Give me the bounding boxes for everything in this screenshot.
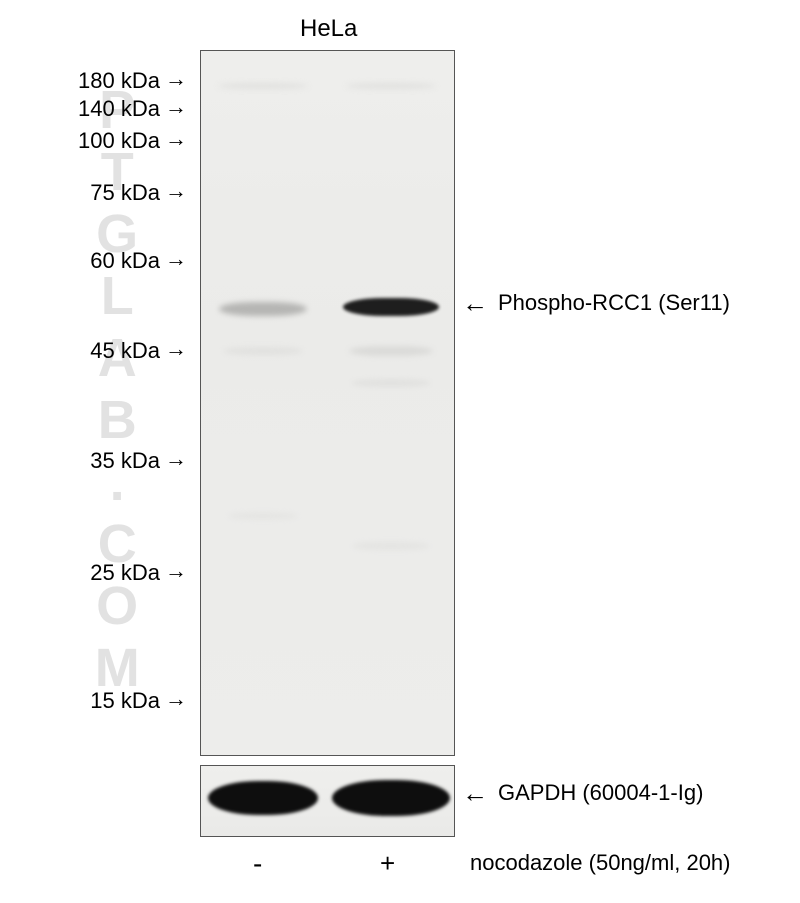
band xyxy=(352,542,430,550)
band xyxy=(349,346,433,356)
ladder-arrow-icon: → xyxy=(165,246,187,272)
band xyxy=(346,83,436,89)
ladder-label: 25 kDa xyxy=(90,560,160,586)
ladder-label: 60 kDa xyxy=(90,248,160,274)
annotation-label: Phospho-RCC1 (Ser11) xyxy=(498,290,730,316)
ladder-arrow-icon: → xyxy=(165,336,187,362)
gapdh-band xyxy=(208,781,318,815)
ladder-label: 45 kDa xyxy=(90,338,160,364)
ladder-label: 140 kDa xyxy=(78,96,160,122)
ladder-arrow-icon: → xyxy=(165,66,187,92)
header-cell-line: HeLa xyxy=(300,15,357,43)
ladder-arrow-icon: → xyxy=(165,178,187,204)
ladder-label: 180 kDa xyxy=(78,68,160,94)
ladder-arrow-icon: → xyxy=(165,686,187,712)
band xyxy=(352,512,430,520)
main-blot-bg xyxy=(201,51,454,755)
treatment-label: nocodazole (50ng/ml, 20h) xyxy=(470,850,731,876)
gapdh-blot xyxy=(200,765,455,837)
ladder-arrow-icon: → xyxy=(165,126,187,152)
band xyxy=(219,302,307,316)
figure-container: PTGLAB.COM HeLa 180 kDa→140 kDa→100 kDa→… xyxy=(0,0,800,903)
band xyxy=(228,513,298,519)
annotation-arrow-icon: ← xyxy=(462,288,488,319)
lane-minus: - xyxy=(253,848,262,880)
ladder-label: 75 kDa xyxy=(90,180,160,206)
main-blot xyxy=(200,50,455,756)
band xyxy=(223,347,303,355)
lane-plus: + xyxy=(380,848,395,879)
ladder-arrow-icon: → xyxy=(165,558,187,584)
ladder-label: 35 kDa xyxy=(90,448,160,474)
gapdh-band xyxy=(332,780,450,816)
band xyxy=(218,83,308,89)
watermark: PTGLAB.COM xyxy=(95,80,138,700)
annotation-label: GAPDH (60004-1-Ig) xyxy=(498,780,703,806)
band xyxy=(351,379,431,387)
ladder-arrow-icon: → xyxy=(165,446,187,472)
ladder-arrow-icon: → xyxy=(165,94,187,120)
ladder-label: 15 kDa xyxy=(90,688,160,714)
annotation-arrow-icon: ← xyxy=(462,778,488,809)
band xyxy=(343,298,439,316)
ladder-label: 100 kDa xyxy=(78,128,160,154)
